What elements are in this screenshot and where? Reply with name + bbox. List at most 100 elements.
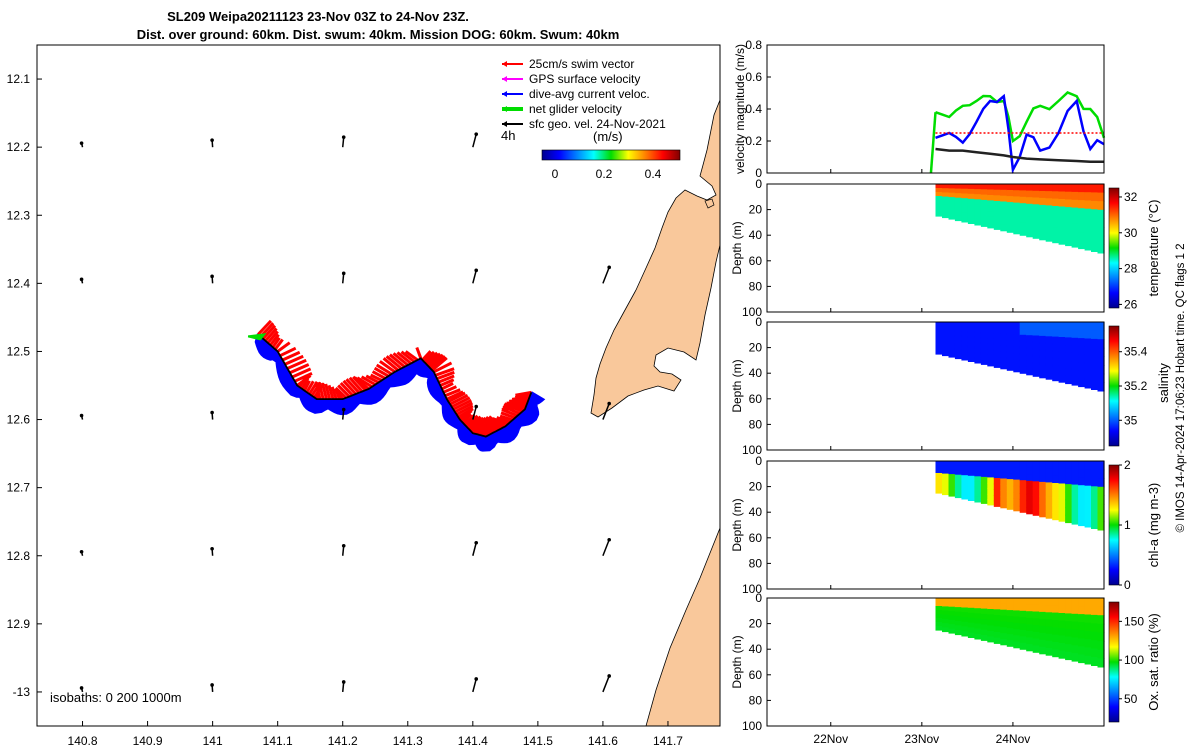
heatmap-cell — [954, 188, 962, 194]
heatmap-cell — [942, 618, 950, 624]
ts-y-tick-label: 60 — [749, 531, 763, 545]
legend-label: GPS surface velocity — [529, 72, 640, 86]
heatmap-cell — [993, 632, 1001, 639]
heatmap-cell — [967, 632, 975, 638]
heatmap-cell — [993, 356, 1001, 363]
heatmap-cell — [948, 611, 956, 617]
heatmap-cell — [1006, 503, 1014, 510]
map-y-ticks: 12.1 12.2 12.3 12.4 12.5 12.6 12.7 12.8 12.9 -13 — [7, 72, 42, 699]
heatmap-cell — [1039, 618, 1047, 627]
colorbar-tick-label: 28 — [1124, 262, 1138, 276]
heatmap-cell — [974, 618, 982, 625]
heatmap-cell — [1026, 480, 1034, 488]
ts-y-tick-label: 80 — [749, 417, 763, 431]
colorbar-tick-label: 35.4 — [1124, 345, 1148, 359]
colorbar-tick-label: 35 — [1124, 413, 1138, 427]
heatmap-cell — [1097, 339, 1105, 349]
heatmap-cell — [1013, 190, 1021, 197]
swim-vector — [385, 355, 403, 370]
heatmap-cell — [1032, 598, 1040, 606]
heatmap-cell — [974, 603, 982, 609]
heatmap-cell — [1000, 362, 1008, 370]
heatmap-cell — [980, 215, 988, 222]
heatmap-cell — [993, 461, 1001, 468]
heatmap-cell — [1071, 361, 1079, 370]
heatmap-cell — [1078, 646, 1086, 656]
heatmap-cell — [942, 347, 950, 352]
heatmap-cell — [1032, 369, 1040, 377]
heatmap-cell — [935, 614, 943, 619]
heatmap-cell — [1006, 196, 1014, 203]
heatmap-cell — [1097, 218, 1105, 228]
swim-vector — [330, 386, 338, 400]
heatmap-cell — [942, 209, 950, 214]
heatmap-cell — [1065, 598, 1073, 607]
heatmap-cell — [974, 322, 982, 328]
heatmap-cell — [1045, 212, 1053, 221]
heatmap-cell — [967, 188, 975, 195]
heatmap-cell — [1071, 223, 1079, 232]
heatmap-cell — [974, 466, 982, 472]
heatmap-cell — [1000, 598, 1008, 605]
heatmap-cell — [961, 607, 969, 613]
heatmap-cell — [1097, 209, 1105, 219]
heatmap-cell — [1039, 329, 1047, 337]
heatmap-cell — [1000, 615, 1008, 622]
heatmap-cell — [987, 195, 995, 202]
heatmap-cell — [961, 350, 969, 356]
heatmap-cell — [1032, 638, 1040, 646]
ts-y-tick-label: 80 — [749, 556, 763, 570]
heatmap-cell — [1013, 635, 1021, 643]
ts-y-tick-label: 40 — [749, 366, 763, 380]
swim-vector — [447, 391, 466, 404]
swim-vector — [337, 384, 351, 398]
heatmap-cell — [948, 615, 956, 621]
heatmap-cell — [935, 626, 943, 631]
heatmap-cell — [1013, 622, 1021, 630]
heatmap-cell — [967, 617, 975, 624]
heatmap-cell — [1052, 198, 1060, 207]
heatmap-cell — [1058, 506, 1066, 515]
heatmap-cell — [1052, 620, 1060, 628]
heatmap-cell — [980, 210, 988, 217]
heatmap-cell — [987, 338, 995, 345]
heatmap-cell — [935, 204, 943, 209]
sfc-geo-vector-head — [474, 540, 479, 545]
heatmap-cell — [1078, 192, 1086, 201]
heatmap-cell — [1065, 368, 1073, 377]
heatmap-cell — [1026, 500, 1034, 508]
heatmap-cell — [954, 629, 962, 636]
heatmap-cell — [967, 218, 975, 224]
heatmap-cell — [935, 350, 943, 355]
heatmap-cell — [1006, 497, 1014, 504]
heatmap-cell — [935, 485, 943, 490]
heatmap-cell — [1078, 501, 1086, 510]
heatmap-cell — [1052, 649, 1060, 658]
heatmap-cell — [987, 222, 995, 229]
heatmap-cell — [1026, 328, 1034, 336]
legend-arrowhead — [502, 61, 507, 67]
heatmap-cell — [942, 326, 950, 331]
heatmap-cell — [1084, 494, 1092, 503]
heatmap-cell — [954, 492, 962, 499]
heatmap-cell — [948, 197, 956, 203]
heatmap-cell — [967, 622, 975, 629]
heatmap-cell — [1006, 364, 1014, 371]
ts-y-tick-label: 100 — [742, 582, 762, 596]
heatmap-cell — [1006, 340, 1014, 347]
heatmap-cell — [974, 471, 982, 477]
sfc-geo-vector — [472, 133, 477, 148]
heatmap-cell — [987, 477, 995, 484]
heatmap-cell — [1091, 338, 1099, 348]
swim-vector — [375, 363, 393, 376]
heatmap-panel-2: 35 35.2 35.4 salinity — [935, 322, 1171, 447]
heatmap-cell — [1006, 334, 1014, 341]
colorbar-tick-label: 35.2 — [1124, 379, 1148, 393]
heatmap-cell — [1000, 213, 1008, 220]
heatmap-cell — [987, 461, 995, 468]
heatmap-cell — [1091, 243, 1099, 252]
heatmap-cell — [1026, 637, 1034, 645]
heatmap-cell — [948, 598, 956, 603]
heatmap-cell — [1097, 184, 1105, 194]
swim-vector — [477, 419, 495, 434]
